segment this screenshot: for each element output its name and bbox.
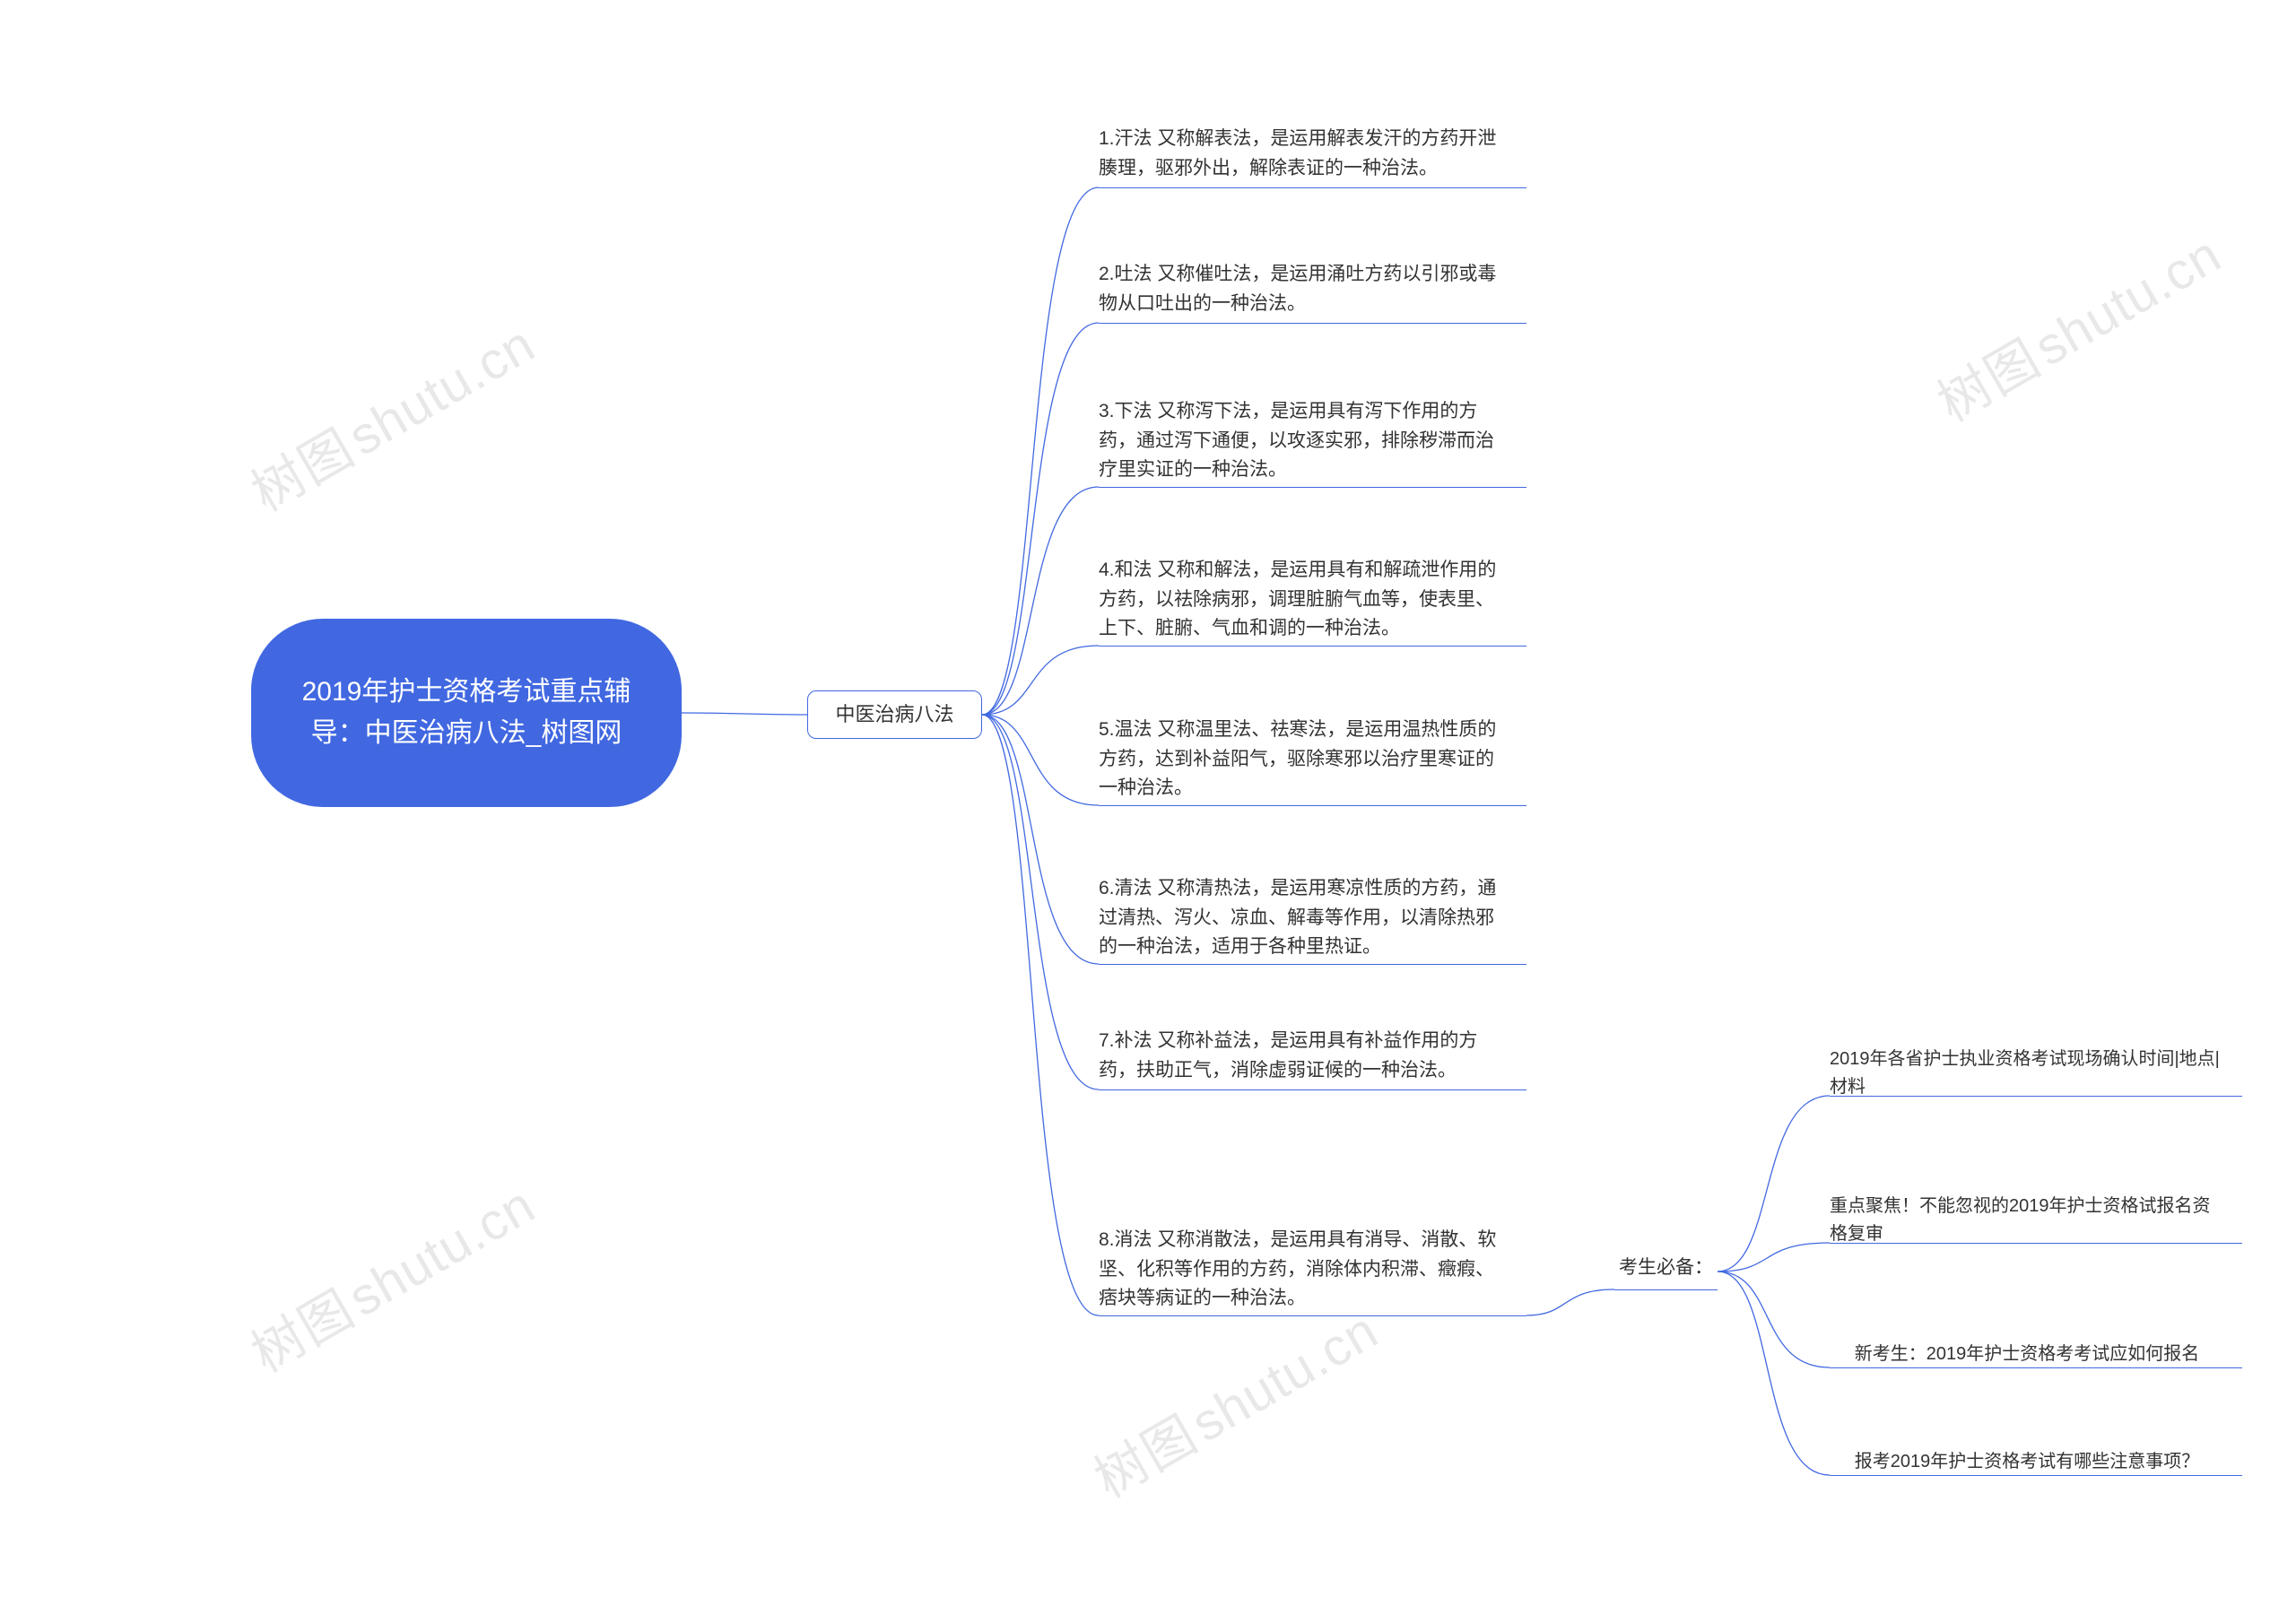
watermark: 树图 shutu.cn [236, 303, 547, 526]
level2-underline [1099, 187, 1526, 188]
level2-item-2[interactable]: 2.吐法 又称催吐法，是运用涌吐方药以引邪或毒物从口吐出的一种治法。 [1099, 260, 1498, 318]
watermark-en: shutu.cn [339, 1176, 544, 1328]
level2-item-text: 4.和法 又称和解法，是运用具有和解疏泄作用的方药，以祛除病邪，调理脏腑气血等，… [1099, 556, 1511, 644]
level3-underline [1614, 1289, 1718, 1290]
watermark: 树图 shutu.cn [1079, 1289, 1390, 1513]
level2-underline [1099, 805, 1526, 806]
level2-item-8[interactable]: 8.消法 又称消散法，是运用具有消导、消散、软坚、化积等作用的方药，消除体内积滞… [1099, 1226, 1498, 1314]
level2-underline [1099, 1315, 1526, 1316]
root-node[interactable]: 2019年护士资格考试重点辅导：中医治病八法_树图网 [251, 619, 682, 807]
level4-underline [1830, 1475, 2242, 1476]
level2-item-4[interactable]: 4.和法 又称和解法，是运用具有和解疏泄作用的方药，以祛除病邪，调理脏腑气血等，… [1099, 556, 1511, 644]
mindmap-canvas: 树图 shutu.cn 树图 shutu.cn 树图 shutu.cn 树图 s… [0, 0, 2296, 1597]
level2-item-text: 5.温法 又称温里法、祛寒法，是运用温热性质的方药，达到补益阳气，驱除寒邪以治疗… [1099, 716, 1498, 803]
level2-underline [1099, 487, 1526, 488]
level4-item-text: 报考2019年护士资格考试有哪些注意事项？ [1855, 1448, 2200, 1476]
level2-item-text: 6.清法 又称清热法，是运用寒凉性质的方药，通过清热、泻火、凉血、解毒等作用，以… [1099, 874, 1498, 962]
watermark-en: shutu.cn [339, 315, 544, 467]
level2-item-1[interactable]: 1.汗法 又称解表法，是运用解表发汗的方药开泄腠理，驱邪外出，解除表证的一种治法… [1099, 125, 1498, 183]
level4-item-2[interactable]: 重点聚焦！不能忽视的2019年护士资格试报名资格复审 [1830, 1193, 2224, 1248]
level1-node[interactable]: 中医治病八法 [807, 690, 982, 739]
level1-text: 中医治病八法 [835, 699, 953, 730]
level4-item-text: 重点聚焦！不能忽视的2019年护士资格试报名资格复审 [1830, 1193, 2224, 1248]
level2-underline [1099, 1089, 1526, 1090]
level4-underline [1830, 1096, 2242, 1097]
level4-item-1[interactable]: 2019年各省护士执业资格考试现场确认时间|地点|材料 [1830, 1046, 2224, 1101]
level2-underline [1099, 323, 1526, 324]
level4-item-4[interactable]: 报考2019年护士资格考试有哪些注意事项？ [1830, 1448, 2224, 1476]
level2-item-6[interactable]: 6.清法 又称清热法，是运用寒凉性质的方药，通过清热、泻火、凉血、解毒等作用，以… [1099, 874, 1498, 962]
level4-item-text: 新考生：2019年护士资格考考试应如何报名 [1855, 1341, 2200, 1368]
level2-item-5[interactable]: 5.温法 又称温里法、祛寒法，是运用温热性质的方药，达到补益阳气，驱除寒邪以治疗… [1099, 716, 1498, 803]
watermark-cn: 树图 [1085, 1405, 1207, 1509]
level3-text: 考生必备： [1619, 1254, 1713, 1283]
level4-item-text: 2019年各省护士执业资格考试现场确认时间|地点|材料 [1830, 1046, 2224, 1101]
level2-item-text: 7.补法 又称补益法，是运用具有补益作用的方药，扶助正气，消除虚弱证候的一种治法… [1099, 1027, 1498, 1085]
watermark-cn: 树图 [242, 1280, 364, 1384]
root-node-text: 2019年护士资格考试重点辅导：中医治病八法_树图网 [280, 672, 653, 755]
level3-node[interactable]: 考生必备： [1614, 1254, 1718, 1283]
level2-item-text: 3.下法 又称泻下法，是运用具有泻下作用的方药，通过泻下通便，以攻逐实邪，排除秽… [1099, 397, 1498, 485]
level4-underline [1830, 1367, 2242, 1368]
watermark: 树图 shutu.cn [1922, 213, 2233, 437]
level2-item-text: 2.吐法 又称催吐法，是运用涌吐方药以引邪或毒物从口吐出的一种治法。 [1099, 260, 1498, 318]
level2-item-text: 8.消法 又称消散法，是运用具有消导、消散、软坚、化积等作用的方药，消除体内积滞… [1099, 1226, 1498, 1314]
level2-item-7[interactable]: 7.补法 又称补益法，是运用具有补益作用的方药，扶助正气，消除虚弱证候的一种治法… [1099, 1027, 1498, 1085]
level2-underline [1099, 964, 1526, 965]
watermark-en: shutu.cn [2025, 225, 2231, 378]
watermark-cn: 树图 [242, 419, 364, 523]
level2-item-text: 1.汗法 又称解表法，是运用解表发汗的方药开泄腠理，驱邪外出，解除表证的一种治法… [1099, 125, 1498, 183]
level4-underline [1830, 1243, 2242, 1244]
watermark: 树图 shutu.cn [236, 1164, 547, 1387]
level2-underline [1099, 646, 1526, 647]
watermark-en: shutu.cn [1182, 1301, 1387, 1454]
level2-item-3[interactable]: 3.下法 又称泻下法，是运用具有泻下作用的方药，通过泻下通便，以攻逐实邪，排除秽… [1099, 397, 1498, 485]
watermark-cn: 树图 [1928, 329, 2050, 433]
level4-item-3[interactable]: 新考生：2019年护士资格考考试应如何报名 [1830, 1341, 2224, 1368]
